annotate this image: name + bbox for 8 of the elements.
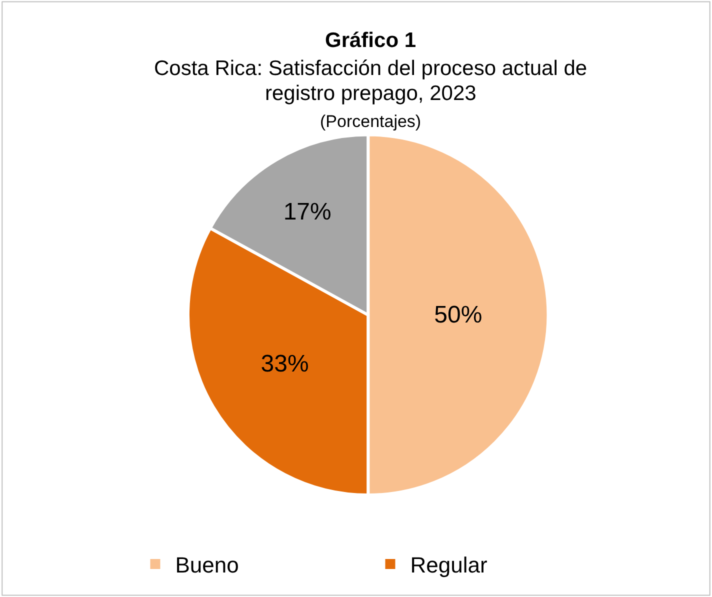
legend-label: Bueno xyxy=(175,552,239,578)
data-label: 17% xyxy=(283,198,332,226)
chart-subtitle: Costa Rica: Satisfacción del proceso actual de registro prepago, 2023 xyxy=(154,57,588,105)
legend-label: Regular xyxy=(410,552,488,578)
data-label: 33% xyxy=(260,350,309,378)
text: (Porcentajes) xyxy=(320,112,422,131)
chart-title: Gráfico 1 xyxy=(325,29,416,52)
data-label: 50% xyxy=(434,301,482,328)
